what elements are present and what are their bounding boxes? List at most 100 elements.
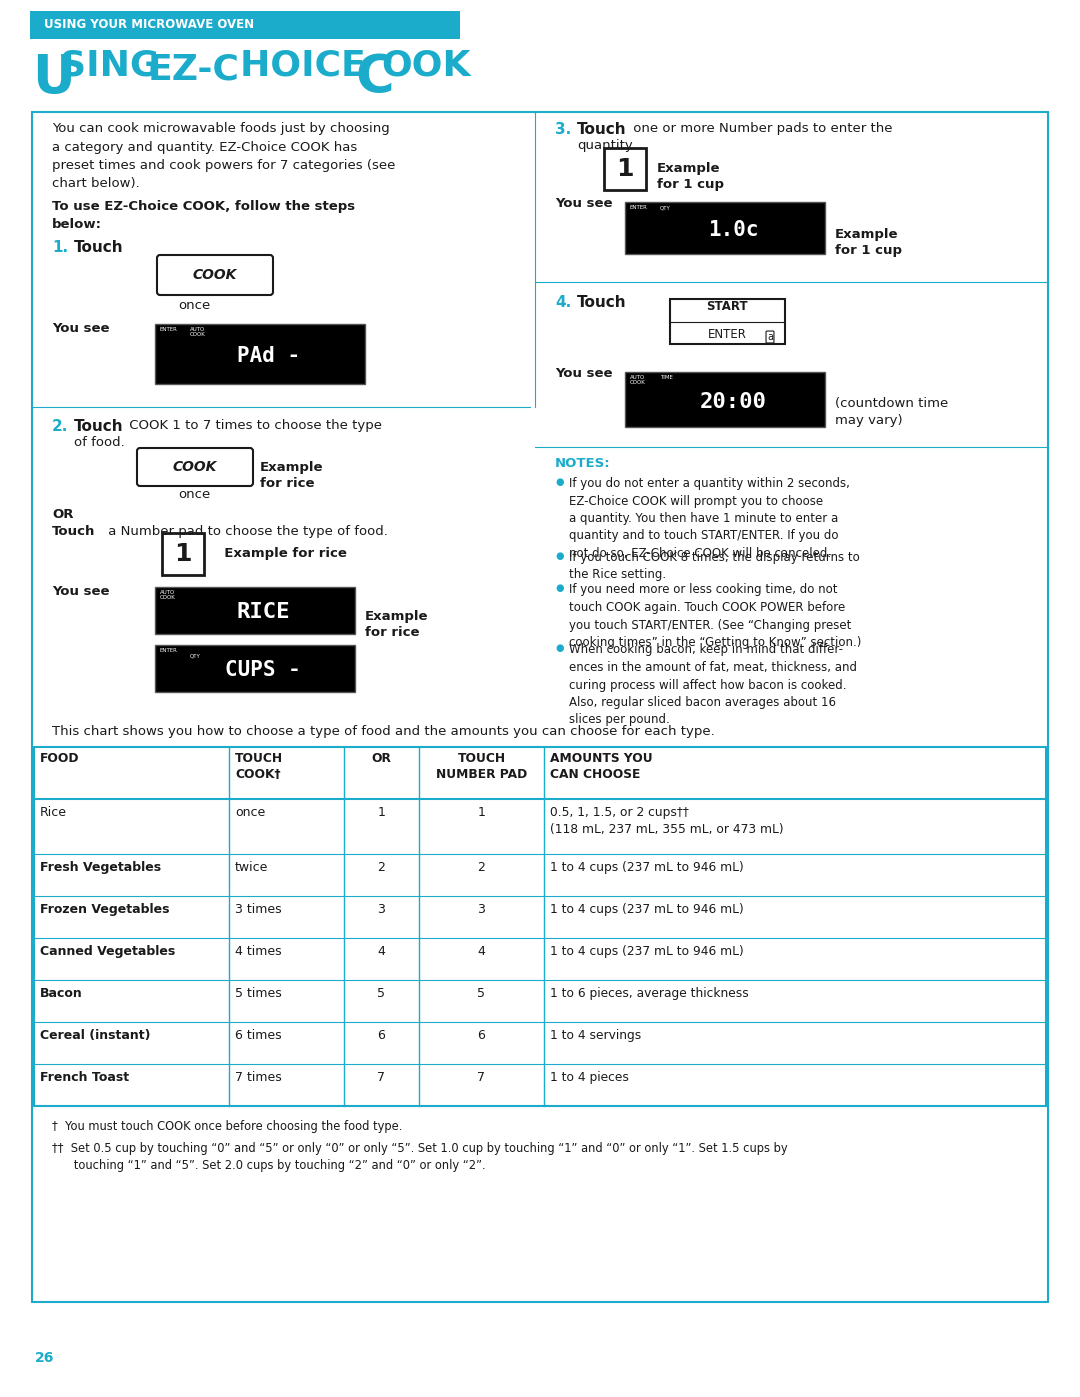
Text: Example: Example — [365, 610, 429, 623]
Text: †  You must touch COOK once before choosing the food type.: † You must touch COOK once before choosi… — [52, 1120, 403, 1133]
Text: 1 to 4 cups (237 mL to 946 mL): 1 to 4 cups (237 mL to 946 mL) — [550, 902, 744, 916]
Text: QTY: QTY — [190, 648, 201, 658]
Text: 0.5, 1, 1.5, or 2 cups††
(118 mL, 237 mL, 355 mL, or 473 mL): 0.5, 1, 1.5, or 2 cups†† (118 mL, 237 mL… — [550, 806, 784, 835]
Text: START: START — [706, 299, 747, 313]
Text: 1: 1 — [378, 806, 386, 819]
Text: EZ-C: EZ-C — [148, 52, 240, 87]
Text: HOICE: HOICE — [240, 49, 378, 82]
Text: AUTO
COOK: AUTO COOK — [190, 327, 206, 338]
Text: 7: 7 — [477, 1071, 486, 1084]
Text: 3 times: 3 times — [235, 902, 282, 916]
Bar — [156, 645, 355, 692]
Text: ENTER: ENTER — [160, 648, 178, 652]
Bar — [32, 112, 1048, 1302]
Text: Example: Example — [657, 162, 720, 175]
Text: 4: 4 — [378, 944, 386, 958]
Text: one or more Number pads to enter the: one or more Number pads to enter the — [629, 122, 892, 136]
Text: Example for rice: Example for rice — [215, 548, 347, 560]
Text: U: U — [32, 52, 75, 103]
Text: for rice: for rice — [260, 476, 314, 490]
Text: 5: 5 — [378, 988, 386, 1000]
Text: 2: 2 — [477, 861, 485, 875]
Text: COOK: COOK — [173, 460, 217, 474]
Text: for 1 cup: for 1 cup — [657, 177, 724, 191]
Text: 1: 1 — [617, 156, 634, 182]
Text: NOTES:: NOTES: — [555, 457, 610, 469]
Text: 20:00: 20:00 — [700, 391, 767, 412]
Text: twice: twice — [235, 861, 268, 875]
Text: 5 times: 5 times — [235, 988, 282, 1000]
Text: Canned Vegetables: Canned Vegetables — [40, 944, 175, 958]
Bar — [625, 203, 825, 254]
Text: 1 to 4 cups (237 mL to 946 mL): 1 to 4 cups (237 mL to 946 mL) — [550, 944, 744, 958]
Text: C: C — [355, 52, 394, 103]
Text: 4 times: 4 times — [235, 944, 282, 958]
Text: 1 to 4 cups (237 mL to 946 mL): 1 to 4 cups (237 mL to 946 mL) — [550, 861, 744, 875]
Text: You see: You see — [555, 197, 612, 210]
Text: AUTO
COOK: AUTO COOK — [630, 374, 646, 386]
Text: When cooking bacon, keep in mind that differ-
ences in the amount of fat, meat, : When cooking bacon, keep in mind that di… — [569, 644, 858, 726]
Text: of food.: of food. — [75, 436, 125, 448]
Text: 1: 1 — [477, 806, 485, 819]
Text: TOUCH
NUMBER PAD: TOUCH NUMBER PAD — [436, 752, 527, 781]
Text: 6: 6 — [378, 1030, 386, 1042]
Text: SING: SING — [60, 49, 172, 82]
Text: (countdown time: (countdown time — [835, 397, 948, 409]
Text: 4.: 4. — [555, 295, 571, 310]
Text: once: once — [178, 488, 211, 502]
Text: 3.: 3. — [555, 122, 571, 137]
Text: TIME: TIME — [660, 374, 673, 380]
Text: AUTO
COOK: AUTO COOK — [160, 590, 176, 601]
Text: Touch: Touch — [75, 419, 123, 434]
Bar — [33, 747, 1047, 1106]
Text: 2.: 2. — [52, 419, 68, 434]
Text: ●: ● — [555, 644, 564, 654]
Text: If you do not enter a quantity within 2 seconds,
EZ-Choice COOK will prompt you : If you do not enter a quantity within 2 … — [569, 476, 850, 560]
Text: once: once — [235, 806, 266, 819]
Text: a Number pad to choose the type of food.: a Number pad to choose the type of food. — [104, 525, 388, 538]
Text: ††  Set 0.5 cup by touching “0” and “5” or only “0” or only “5”. Set 1.0 cup by : †† Set 0.5 cup by touching “0” and “5” o… — [52, 1141, 787, 1172]
Text: Touch: Touch — [577, 295, 626, 310]
Text: 1: 1 — [174, 542, 192, 566]
Text: 6: 6 — [477, 1030, 485, 1042]
Text: You can cook microwavable foods just by choosing
a category and quantity. EZ-Cho: You can cook microwavable foods just by … — [52, 122, 395, 190]
Text: OR: OR — [52, 509, 73, 521]
Text: TOUCH
COOK†: TOUCH COOK† — [235, 752, 283, 781]
Text: Touch: Touch — [52, 525, 95, 538]
Text: Example: Example — [835, 228, 899, 242]
Text: ●: ● — [555, 476, 564, 488]
Text: This chart shows you how to choose a type of food and the amounts you can choose: This chart shows you how to choose a typ… — [52, 725, 715, 738]
Text: COOK 1 to 7 times to choose the type: COOK 1 to 7 times to choose the type — [125, 419, 382, 432]
Text: OOK: OOK — [381, 49, 471, 82]
Bar — [625, 372, 825, 427]
Text: for rice: for rice — [365, 626, 419, 638]
Text: 5: 5 — [477, 988, 486, 1000]
Bar — [604, 148, 646, 190]
Text: PAd -: PAd - — [237, 346, 300, 366]
Text: CUPS -: CUPS - — [225, 661, 301, 680]
Text: You see: You see — [555, 367, 612, 380]
Bar — [156, 324, 365, 384]
Text: ●: ● — [555, 584, 564, 594]
Text: Example: Example — [260, 461, 324, 474]
Text: 3: 3 — [477, 902, 485, 916]
Text: FOOD: FOOD — [40, 752, 80, 766]
Text: If you need more or less cooking time, do not
touch COOK again. Touch COOK POWER: If you need more or less cooking time, d… — [569, 584, 862, 650]
Text: Rice: Rice — [40, 806, 67, 819]
Text: AMOUNTS YOU
CAN CHOOSE: AMOUNTS YOU CAN CHOOSE — [550, 752, 652, 781]
Text: If you touch COOK 8 times, the display returns to
the Rice setting.: If you touch COOK 8 times, the display r… — [569, 550, 860, 581]
Text: Touch: Touch — [577, 122, 626, 137]
Text: ENTER: ENTER — [160, 327, 178, 332]
Text: USING YOUR MICROWAVE OVEN: USING YOUR MICROWAVE OVEN — [44, 18, 254, 32]
Text: ●: ● — [555, 550, 564, 560]
Text: 7 times: 7 times — [235, 1071, 282, 1084]
Text: 1.: 1. — [52, 240, 68, 256]
Text: Cereal (instant): Cereal (instant) — [40, 1030, 150, 1042]
Text: 7: 7 — [378, 1071, 386, 1084]
Text: 26: 26 — [35, 1351, 54, 1365]
Text: 2: 2 — [378, 861, 386, 875]
Text: You see: You see — [52, 585, 109, 598]
Text: 3: 3 — [378, 902, 386, 916]
Text: RICE: RICE — [237, 602, 289, 623]
Text: French Toast: French Toast — [40, 1071, 130, 1084]
